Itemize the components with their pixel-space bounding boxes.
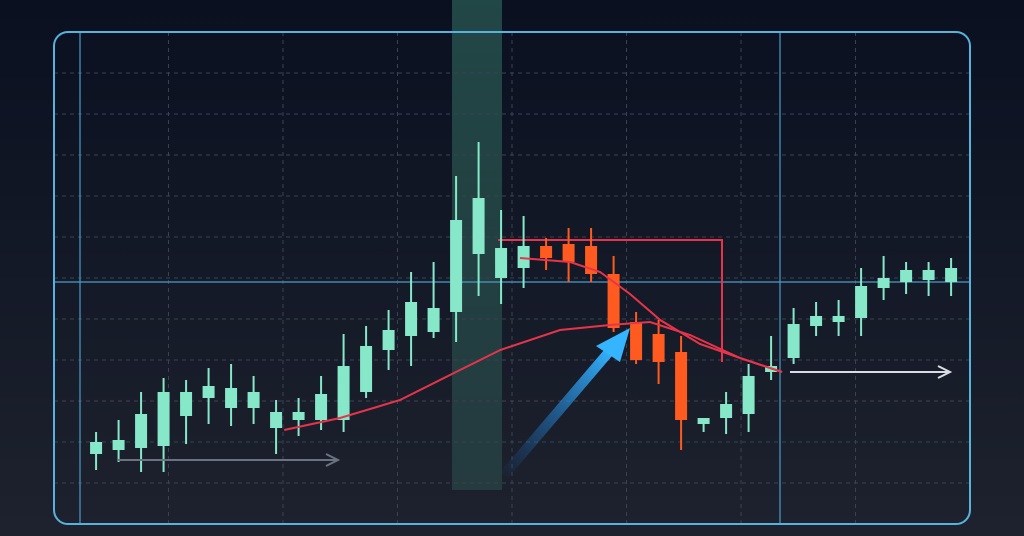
candle-body	[450, 220, 463, 312]
candle-body	[787, 324, 800, 358]
arrow-blue	[500, 328, 630, 478]
candle-body	[922, 270, 935, 280]
range-box	[498, 239, 723, 362]
candle-body	[427, 308, 440, 332]
candle-body	[877, 278, 890, 288]
arrow-gray	[118, 453, 341, 467]
candle-body	[720, 404, 733, 418]
candle-body	[225, 388, 238, 408]
candle-body	[652, 334, 665, 362]
candle-body	[270, 412, 283, 428]
candle-body	[540, 246, 553, 258]
candle-body	[630, 322, 643, 360]
candle-body	[742, 376, 755, 414]
candle-body	[315, 394, 328, 420]
candle-body	[855, 286, 868, 318]
candle-body	[697, 418, 710, 424]
candle-body	[112, 440, 125, 450]
candle-body	[382, 330, 395, 350]
candle-body	[607, 274, 620, 328]
candle-body	[832, 316, 845, 322]
overlay-line	[519, 257, 783, 373]
panel	[53, 31, 971, 525]
candle-body	[472, 198, 485, 254]
candle-body	[945, 268, 958, 282]
candle-body	[135, 414, 148, 448]
candle-body	[675, 352, 688, 420]
candle-body	[157, 392, 170, 446]
candle-body	[562, 244, 575, 262]
arrow-white	[790, 365, 953, 379]
marks	[90, 142, 958, 472]
candle-body	[810, 316, 823, 326]
candle-body	[180, 392, 193, 416]
candle-body	[360, 346, 373, 392]
candle-body	[292, 412, 305, 420]
candle-body	[517, 246, 530, 268]
candle-body	[202, 386, 215, 398]
candle-body	[90, 442, 103, 454]
overlay-line	[283, 320, 783, 431]
candle-body	[337, 366, 350, 420]
candle-body	[495, 248, 508, 278]
candle-body	[900, 270, 913, 282]
candle-body	[405, 302, 418, 336]
candle-body	[247, 392, 260, 408]
